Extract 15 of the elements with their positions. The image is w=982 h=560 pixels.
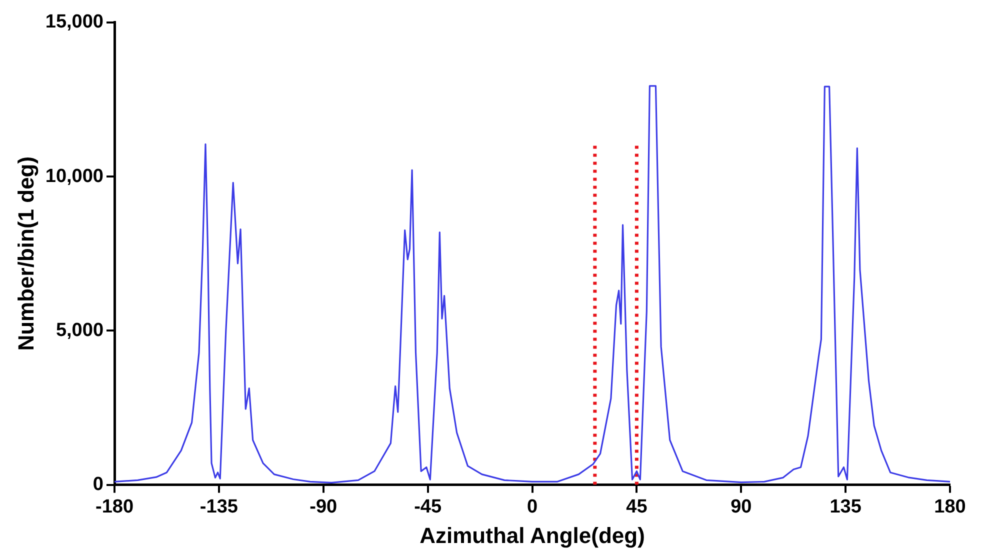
x-tick-label: -45 <box>414 496 442 518</box>
x-tick-label: 90 <box>730 496 752 518</box>
y-tick-label: 10,000 <box>45 166 104 187</box>
x-tick-label: 45 <box>626 496 648 518</box>
x-tick-label: 135 <box>830 496 862 518</box>
x-axis-title: Azimuthal Angle(deg) <box>420 522 645 548</box>
y-tick-label: 0 <box>92 474 104 496</box>
y-tick-label: 5,000 <box>56 320 104 341</box>
x-tick-label: 0 <box>526 496 538 518</box>
x-tick-label: -135 <box>200 496 238 518</box>
y-tick-label: 15,000 <box>45 12 104 33</box>
x-tick-label: 180 <box>934 496 966 518</box>
x-tick-label: -90 <box>310 496 338 518</box>
y-axis-title: Number/bin(1 deg) <box>13 156 38 351</box>
x-tick-label: -180 <box>96 496 134 518</box>
